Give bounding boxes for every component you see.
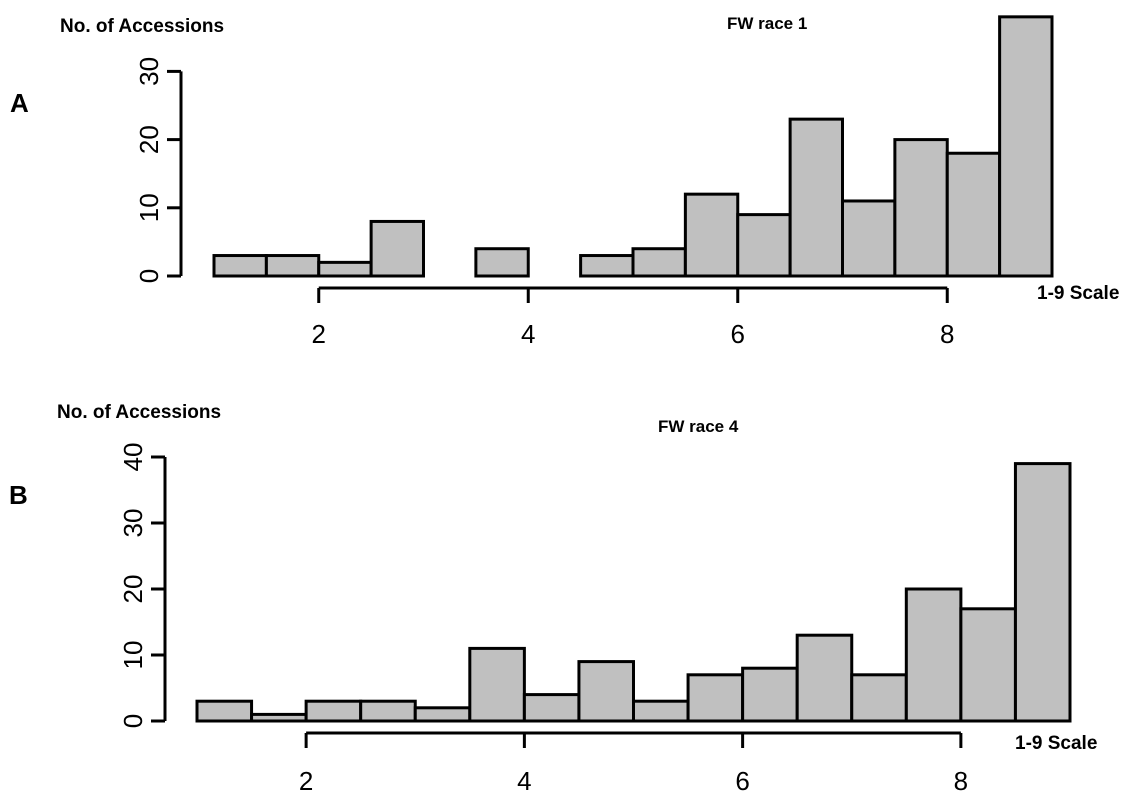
panel-b-bar xyxy=(250,712,308,723)
panel-b-title: FW race 4 xyxy=(658,417,739,436)
panel-b-x-tick-label: 8 xyxy=(954,766,968,796)
panel-b-bar xyxy=(195,699,254,723)
panel-a-y-tick-label: 10 xyxy=(134,193,164,222)
panel-b-x-label: 1-9 Scale xyxy=(1015,733,1097,754)
panel-b-bar xyxy=(741,666,799,723)
panel-b-bar xyxy=(577,660,635,723)
panel-a-bar xyxy=(579,254,635,278)
panel-a-plot: 0 10 20 30 2 4 6 8 xyxy=(134,15,1054,349)
panel-b-plot: 0 10 20 30 40 2 4 6 8 xyxy=(118,443,1072,796)
panel-b-x-tick-label: 6 xyxy=(735,766,749,796)
panel-b-bar xyxy=(959,607,1017,723)
panel-b-bar xyxy=(359,699,417,723)
panel-b-y-tick-label: 30 xyxy=(118,509,148,538)
panel-a-y-label: No. of Accessions xyxy=(60,16,224,37)
panel-b-bar xyxy=(904,587,963,723)
panel-a-bar xyxy=(369,219,425,278)
panel-a-x-tick-label: 6 xyxy=(731,319,745,349)
panel-a-bar xyxy=(893,138,949,278)
panel-b-bar xyxy=(795,633,854,723)
panel-a-bar xyxy=(631,247,687,278)
panel-b-label: B xyxy=(9,480,28,510)
panel-b-bar xyxy=(468,646,526,723)
panel-a-bar xyxy=(683,192,740,278)
panel-b-y-tick-label: 0 xyxy=(118,714,148,728)
panel-b-bar xyxy=(413,706,472,723)
panel-a-y-tick-label: 20 xyxy=(134,125,164,154)
panel-a-x-label: 1-9 Scale xyxy=(1037,283,1119,304)
panel-b-bar xyxy=(632,699,690,723)
panel-b-bar xyxy=(850,673,908,723)
panel-b-bar xyxy=(1013,462,1072,723)
panel-a-bar xyxy=(788,117,844,278)
panel-b-y-tick-label: 40 xyxy=(118,443,148,472)
panel-a-bar xyxy=(945,151,1002,278)
panel-a-x-tick-label: 2 xyxy=(312,319,326,349)
panel-a-bar xyxy=(998,15,1054,278)
panel-a-x-tick-label: 4 xyxy=(521,319,535,349)
panel-b-bar xyxy=(304,699,363,723)
panel-a-y-tick-label: 30 xyxy=(134,57,164,86)
panel-a-y-tick-label: 0 xyxy=(134,269,164,283)
panel-b-bar xyxy=(686,673,745,723)
panel-b-y-tick-label: 20 xyxy=(118,575,148,604)
panel-b-bar xyxy=(522,693,581,723)
panel-b-y-label: No. of Accessions xyxy=(57,402,221,423)
panel-a-x-tick-label: 8 xyxy=(940,319,954,349)
panel-a-bar xyxy=(736,213,792,278)
panel-a-bar xyxy=(317,260,373,278)
panel-a-bar xyxy=(841,199,897,278)
panel-a-bar xyxy=(474,247,530,278)
panel-b-x-tick-label: 4 xyxy=(517,766,531,796)
panel-a-label: A xyxy=(10,88,29,118)
panel-b-x-tick-label: 2 xyxy=(299,766,313,796)
panel-a-title: FW race 1 xyxy=(727,14,807,33)
panel-a-bar xyxy=(264,254,321,278)
panel-a-bar xyxy=(212,254,268,278)
panel-b-y-tick-label: 10 xyxy=(118,641,148,670)
